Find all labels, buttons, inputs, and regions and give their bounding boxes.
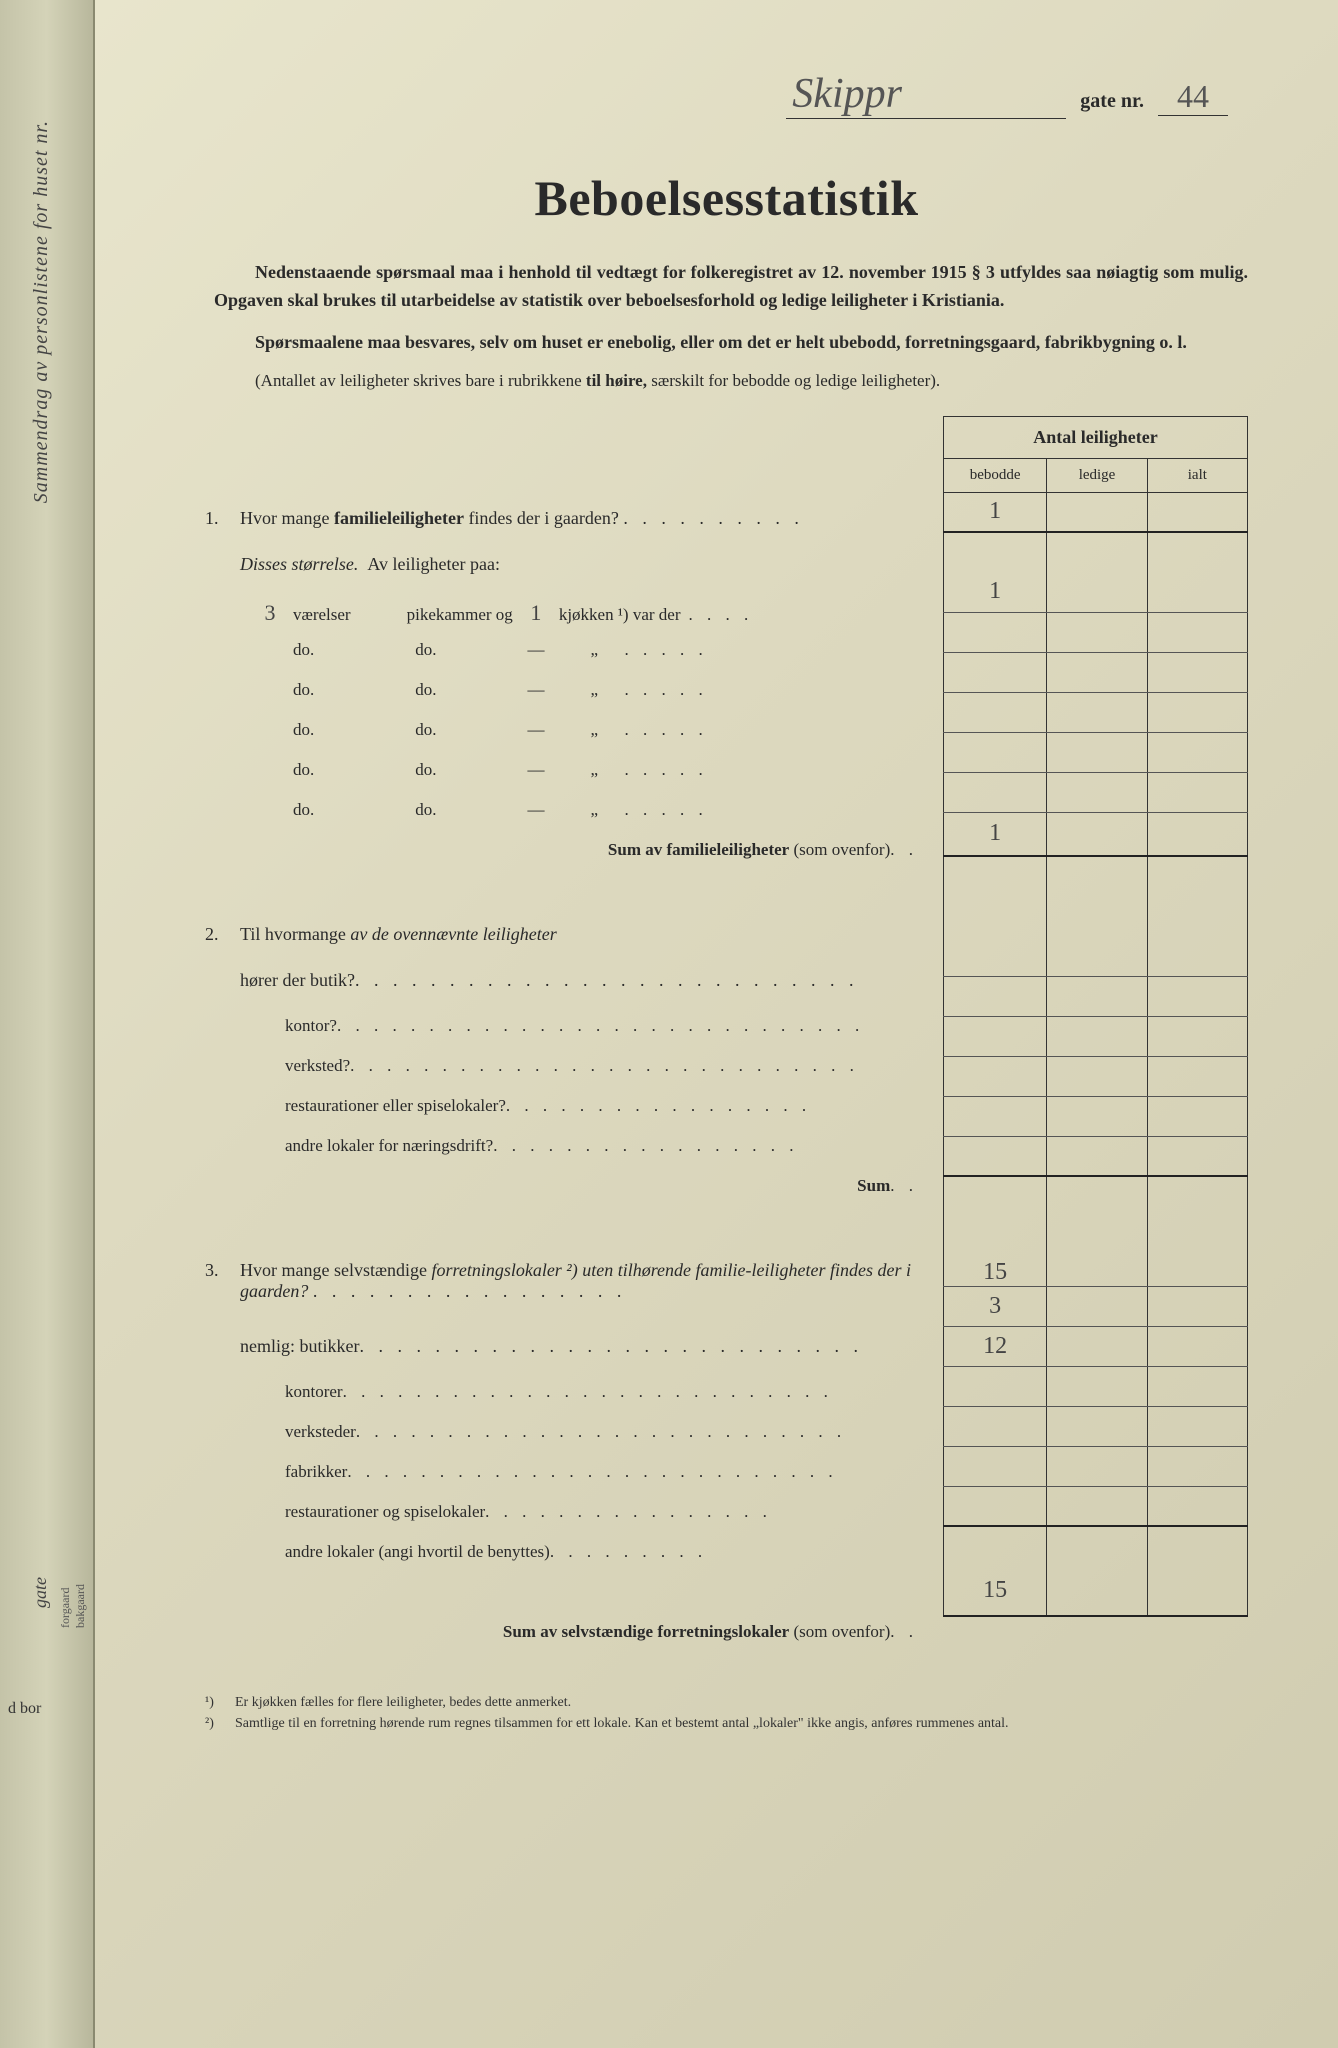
- spine-dbor: d bor: [8, 1700, 41, 1718]
- ans-q1-row1: 1: [944, 572, 1248, 612]
- spine-gate-label: gate: [30, 1577, 51, 1608]
- street-name-handwritten: Skippr: [786, 70, 1066, 119]
- answer-table-column: Antal leiligheter bebodde ledige ialt 1 …: [943, 416, 1248, 1672]
- col-bebodde: bebodde: [944, 458, 1047, 492]
- q3-r5: restaurationer og spiselokaler . . . . .…: [205, 1502, 928, 1542]
- ans-q3-total: 15: [944, 1216, 1248, 1286]
- question-1: 1. Hvor mange familieleiligheter findes …: [205, 508, 928, 548]
- q1-size-header: Disses størrelse. Av leiligheter paa:: [205, 554, 928, 594]
- form-page: Skippr gate nr. 44 Beboelsesstatistik Ne…: [95, 0, 1338, 2048]
- ans-q3-kontorer: 12: [944, 1326, 1248, 1366]
- footnote-2: ²) Samtlige til en forretning hørende ru…: [205, 1713, 1248, 1734]
- intro-paragraph-1: Nedenstaaende spørsmaal maa i henhold ti…: [205, 259, 1248, 315]
- footnote-1: ¹) Er kjøkken fælles for flere leilighet…: [205, 1692, 1248, 1713]
- intro-paragraph-2: Spørsmaalene maa besvares, selv om huset…: [205, 329, 1248, 357]
- q3-r6: andre lokaler (angi hvortil de benyttes)…: [205, 1542, 928, 1582]
- table-main-header: Antal leiligheter: [944, 416, 1248, 458]
- intro-note: (Antallet av leiligheter skrives bare i …: [205, 371, 1248, 391]
- kitchen-value-1: 1: [521, 600, 551, 626]
- col-ialt: ialt: [1147, 458, 1247, 492]
- q1-size-row-4: do. do. — „ . . . . .: [205, 720, 928, 760]
- address-header: Skippr gate nr. 44: [205, 70, 1228, 119]
- q3-sum-row: Sum av selvstændige forretningslokaler (…: [205, 1622, 928, 1672]
- question-3: 3. Hvor mange selvstændige forretningslo…: [205, 1260, 928, 1330]
- form-body: 1. Hvor mange familieleiligheter findes …: [205, 416, 1248, 1672]
- q2-r1: hører der butik? . . . . . . . . . . . .…: [205, 970, 928, 1010]
- ans-q1-total: 1: [944, 492, 1248, 532]
- ans-q3-sum: 15: [944, 1566, 1248, 1616]
- q2-r3: verksted? . . . . . . . . . . . . . . . …: [205, 1056, 928, 1096]
- spine-title: Sammendrag av personlistene for huset nr…: [30, 120, 53, 503]
- book-spine: Sammendrag av personlistene for huset nr…: [0, 0, 95, 2048]
- q1-sum-row: Sum av familieleiligheter (som ovenfor) …: [205, 840, 928, 884]
- q2-r4: restaurationer eller spiselokaler? . . .…: [205, 1096, 928, 1136]
- form-title: Beboelsesstatistik: [205, 169, 1248, 227]
- house-number-handwritten: 44: [1158, 78, 1228, 116]
- answer-table: Antal leiligheter bebodde ledige ialt 1 …: [943, 416, 1248, 1618]
- question-2: 2. Til hvormange av de ovennævnte leilig…: [205, 924, 928, 964]
- ans-q1-sum: 1: [944, 812, 1248, 856]
- q1-size-row-2: do. do. — „ . . . . .: [205, 640, 928, 680]
- q3-r1: nemlig: butikker . . . . . . . . . . . .…: [205, 1336, 928, 1376]
- q3-r2: kontorer . . . . . . . . . . . . . . . .…: [205, 1382, 928, 1422]
- ans-q3-butikker: 3: [944, 1286, 1248, 1326]
- rooms-value-1: 3: [255, 600, 285, 626]
- footnotes: ¹) Er kjøkken fælles for flere leilighet…: [205, 1692, 1248, 1734]
- q2-r5: andre lokaler for næringsdrift? . . . . …: [205, 1136, 928, 1176]
- spine-small-text: forgaard bakgaard: [58, 1584, 88, 1628]
- document-scan: Sammendrag av personlistene for huset nr…: [0, 0, 1338, 2048]
- q3-r3: verksteder . . . . . . . . . . . . . . .…: [205, 1422, 928, 1462]
- gate-nr-label: gate nr.: [1080, 90, 1144, 113]
- col-ledige: ledige: [1047, 458, 1147, 492]
- q1-size-row-1: 3 værelser pikekammer og 1 kjøkken ¹) va…: [205, 600, 928, 640]
- q1-size-row-3: do. do. — „ . . . . .: [205, 680, 928, 720]
- q1-size-row-6: do. do. — „ . . . . .: [205, 800, 928, 840]
- q3-r4: fabrikker . . . . . . . . . . . . . . . …: [205, 1462, 928, 1502]
- q2-r2: kontor? . . . . . . . . . . . . . . . . …: [205, 1016, 928, 1056]
- q2-sum-row: Sum . .: [205, 1176, 928, 1220]
- q1-size-row-5: do. do. — „ . . . . .: [205, 760, 928, 800]
- questions-column: 1. Hvor mange familieleiligheter findes …: [205, 416, 943, 1672]
